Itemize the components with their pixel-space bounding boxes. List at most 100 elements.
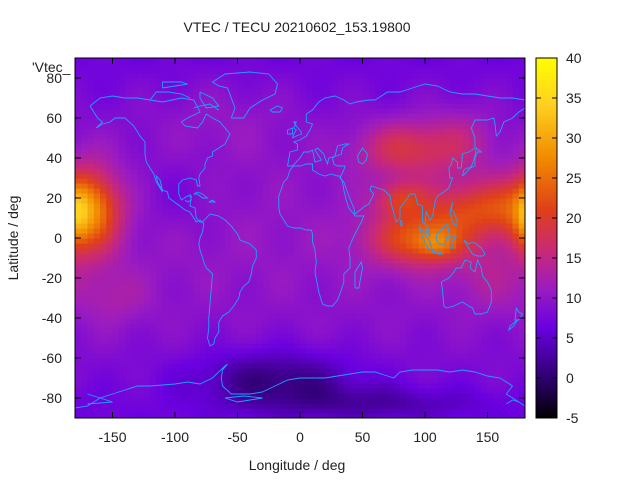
heatmap-cell [418,293,426,299]
heatmap-cell [106,368,114,374]
heatmap-cell [375,108,382,114]
heatmap-cell [193,323,201,329]
heatmap-cell [143,173,151,179]
heatmap-cell [206,193,214,199]
heatmap-cell [462,138,470,144]
heatmap-cell [143,273,151,279]
heatmap-cell [493,298,501,304]
heatmap-cell [137,248,145,254]
heatmap-cell [243,168,251,174]
heatmap-cell [487,108,495,114]
heatmap-cell [262,168,270,174]
heatmap-cell [412,263,420,269]
heatmap-cell [206,258,214,264]
heatmap-cell [250,293,257,299]
heatmap-cell [75,308,82,314]
heatmap-cell [168,163,176,169]
heatmap-cell [443,148,451,154]
heatmap-cell [150,78,157,84]
heatmap-cell [362,78,370,84]
heatmap-cell [306,248,314,254]
heatmap-cell [318,398,326,404]
heatmap-cell [487,373,495,379]
heatmap-cell [87,263,95,269]
heatmap-cell [462,153,470,159]
heatmap-cell [337,118,345,124]
heatmap-cell [475,293,482,299]
heatmap-cell [318,333,326,339]
heatmap-cell [131,348,139,354]
heatmap-cell [481,148,489,154]
heatmap-cell [293,308,301,314]
heatmap-cell [362,273,370,279]
heatmap-cell [325,313,332,319]
heatmap-cell [493,153,501,159]
heatmap-cell [256,258,264,264]
heatmap-cell [506,123,514,129]
heatmap-cell [218,348,226,354]
heatmap-cell [75,73,82,79]
heatmap-cell [443,338,451,344]
heatmap-cell [300,408,307,414]
heatmap-cell [100,108,107,114]
heatmap-cell [343,73,351,79]
heatmap-cell [75,228,82,234]
heatmap-cell [281,133,289,139]
heatmap-cell [293,318,301,324]
heatmap-cell [100,343,107,349]
heatmap-cell [412,158,420,164]
heatmap-cell [443,378,451,384]
heatmap-cell [168,363,176,369]
heatmap-cell [206,118,214,124]
heatmap-cell [381,268,389,274]
heatmap-cell [375,233,382,239]
heatmap-cell [262,123,270,129]
heatmap-cell [437,118,445,124]
heatmap-cell [318,198,326,204]
heatmap-cell [118,393,126,399]
heatmap-cell [243,223,251,229]
heatmap-cell [75,313,82,319]
heatmap-cell [356,243,364,249]
heatmap-cell [475,378,482,384]
heatmap-cell [506,263,514,269]
heatmap-cell [450,93,457,99]
heatmap-cell [281,128,289,134]
heatmap-cell [137,93,145,99]
heatmap-cell [331,258,339,264]
heatmap-cell [418,288,426,294]
heatmap-cell [356,378,364,384]
heatmap-cell [262,293,270,299]
heatmap-cell [112,218,120,224]
heatmap-cell [118,108,126,114]
heatmap-cell [412,128,420,134]
heatmap-cell [300,298,307,304]
heatmap-cell [387,153,395,159]
heatmap-cell [456,318,464,324]
heatmap-cell [75,138,82,144]
heatmap-cell [512,313,520,319]
heatmap-cell [481,383,489,389]
heatmap-cell [106,313,114,319]
heatmap-cell [281,413,289,418]
heatmap-cell [318,373,326,379]
heatmap-cell [487,358,495,364]
heatmap-cell [212,353,220,359]
heatmap-cell [218,303,226,309]
heatmap-cell [312,113,320,119]
heatmap-cell [337,228,345,234]
heatmap-cell [156,153,164,159]
heatmap-cell [312,153,320,159]
heatmap-cell [231,298,239,304]
heatmap-cell [481,193,489,199]
heatmap-cell [162,103,170,109]
heatmap-cell [368,243,376,249]
heatmap-cell [512,278,520,284]
heatmap-cell [131,293,139,299]
heatmap-cell [481,208,489,214]
heatmap-cell [418,73,426,79]
heatmap-cell [237,398,245,404]
heatmap-cell [337,168,345,174]
heatmap-cell [231,318,239,324]
heatmap-cell [262,343,270,349]
